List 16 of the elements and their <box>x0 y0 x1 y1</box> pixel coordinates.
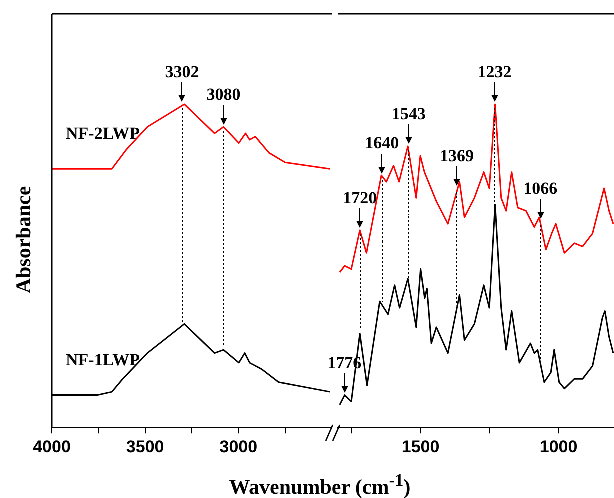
annotation: 3080 <box>206 85 241 104</box>
annotation: 1543 <box>392 104 426 124</box>
annotation: 1720 <box>343 188 378 208</box>
x-tick-label: 1000 <box>540 437 578 456</box>
y-axis-title: Absorbance <box>12 186 36 294</box>
x-tick-label: 3500 <box>126 437 164 456</box>
x-tick-label: 3000 <box>220 437 258 456</box>
annotation: 1640 <box>365 134 400 153</box>
x-tick-label: 4000 <box>33 437 71 456</box>
annotation: 1066 <box>524 178 558 198</box>
series-label: NF-1LWP <box>66 350 140 370</box>
annotation: 1369 <box>440 146 474 166</box>
series-label: NF-2LWP <box>66 124 140 144</box>
x-tick-label: 1500 <box>402 437 440 456</box>
annotation: 3302 <box>165 62 200 82</box>
annotation: 1232 <box>478 62 512 82</box>
